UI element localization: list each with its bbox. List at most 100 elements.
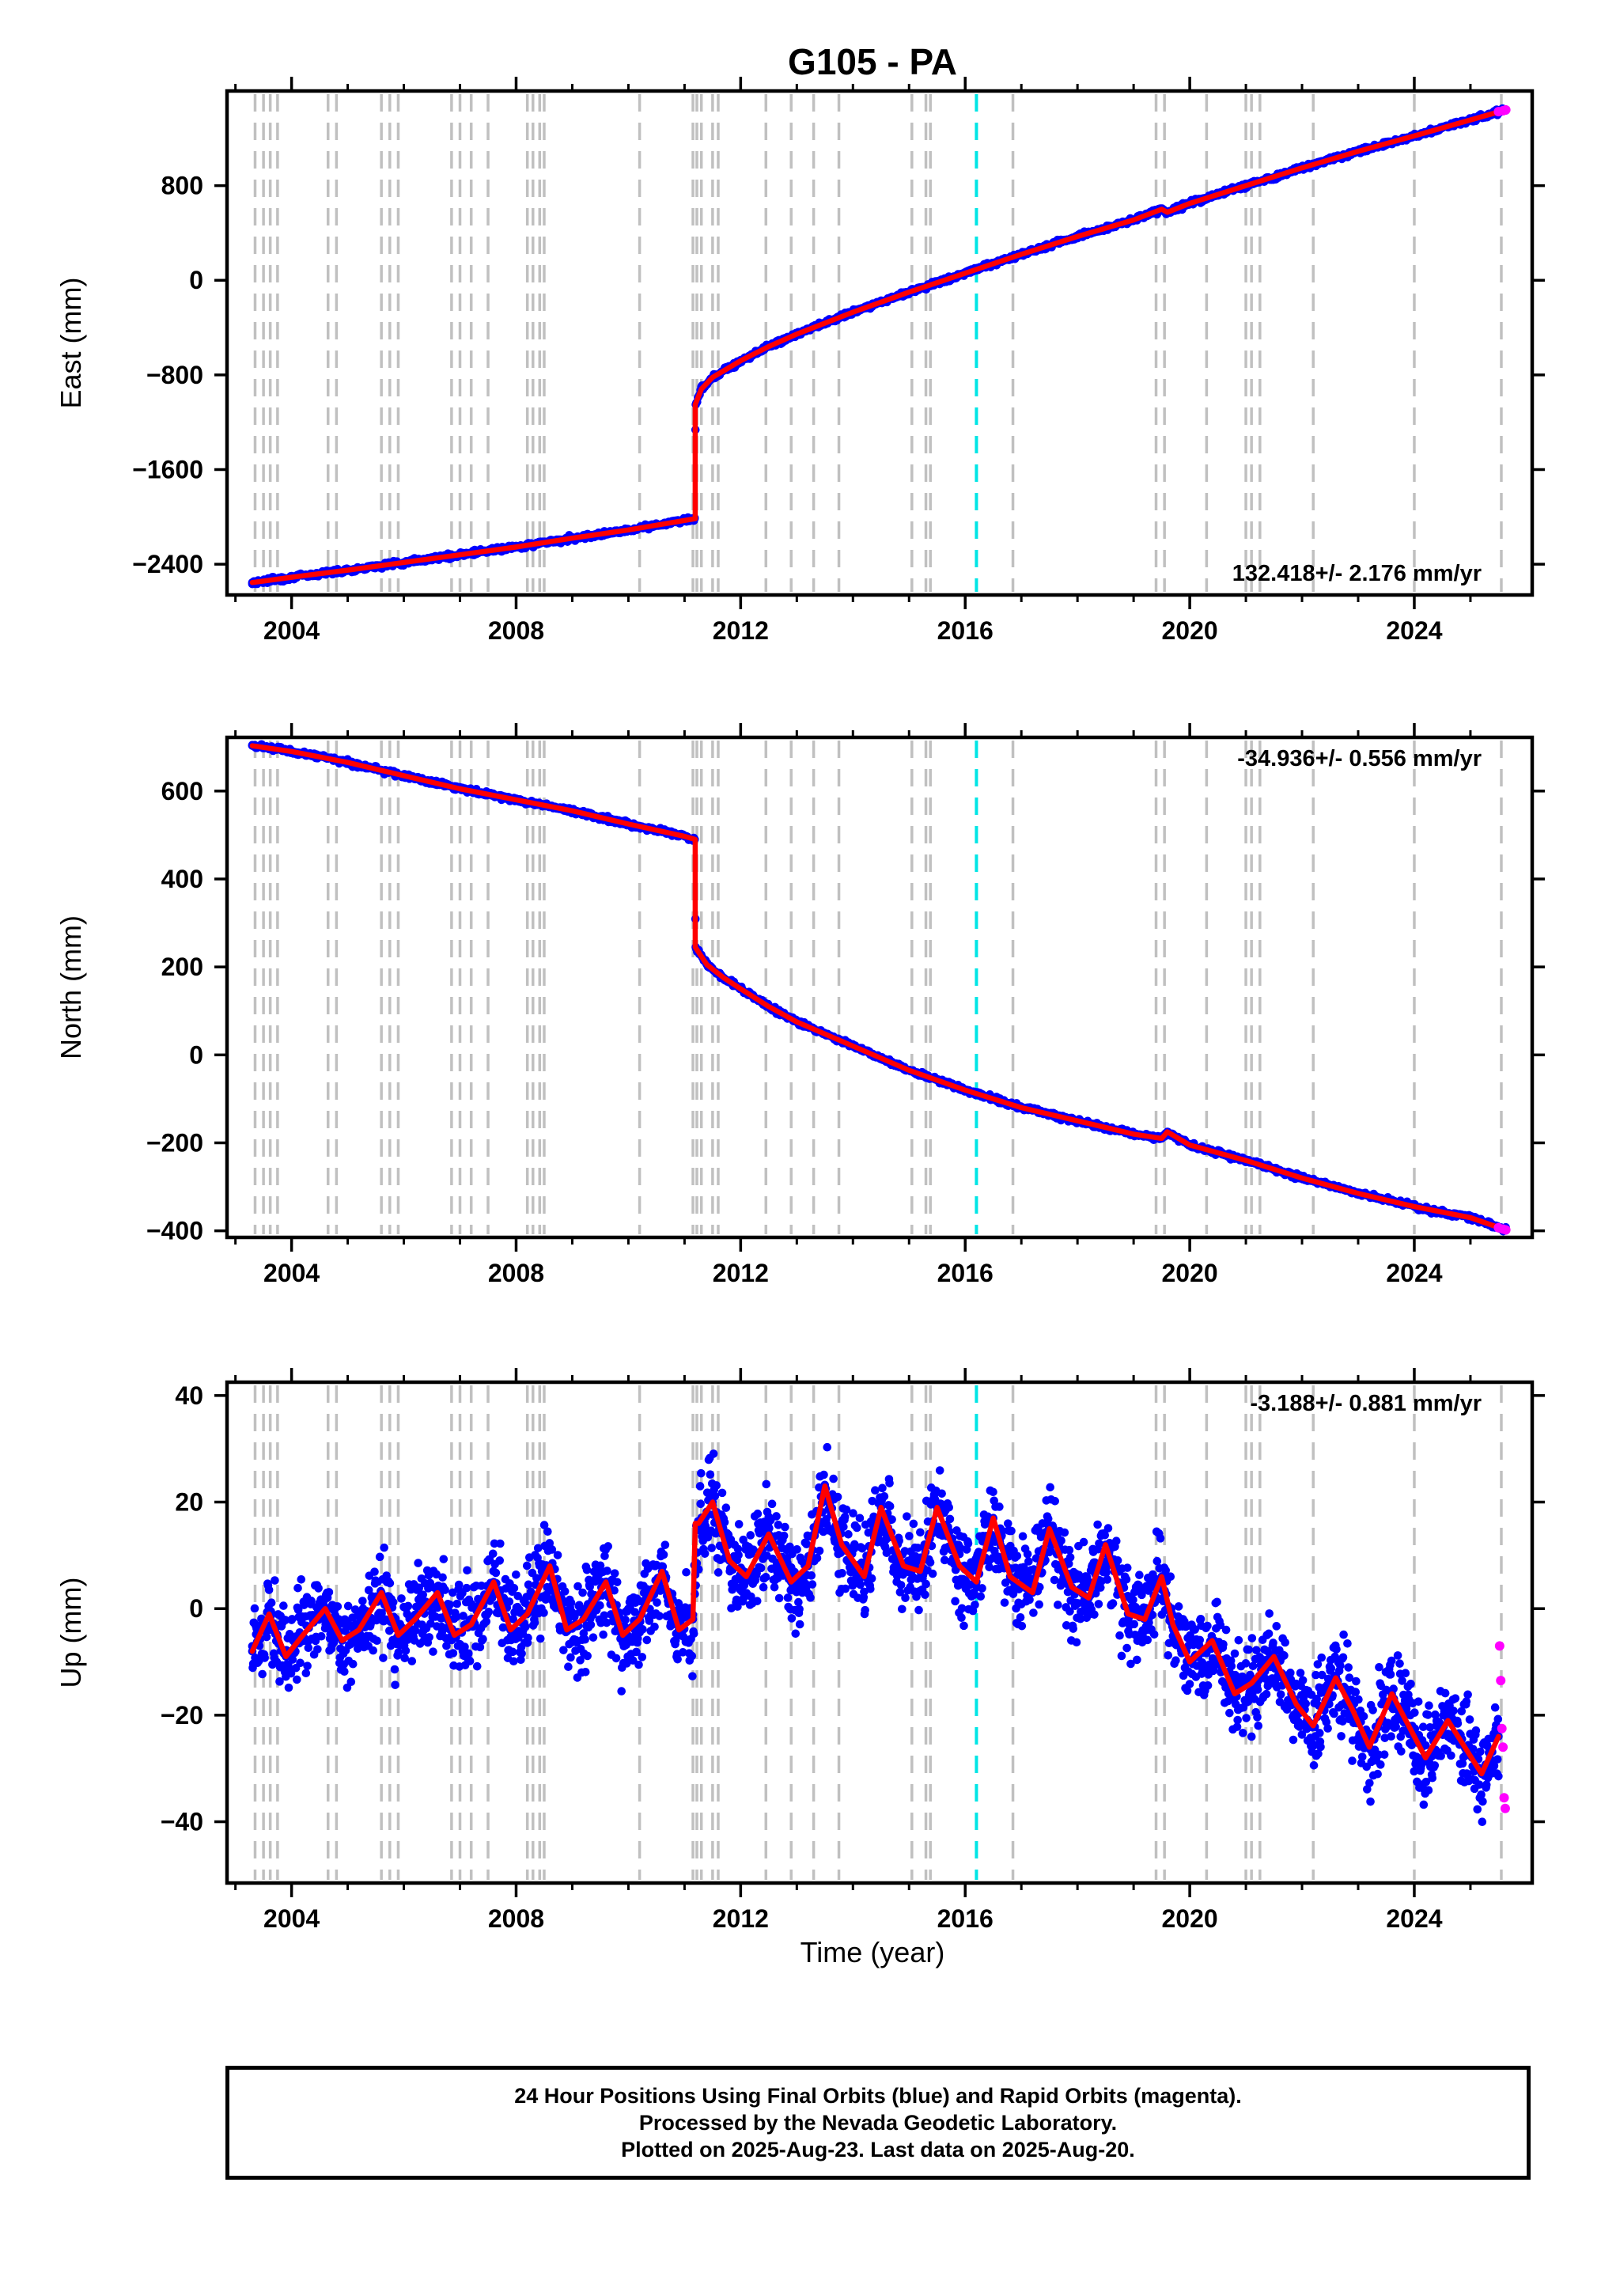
plot-frame — [225, 735, 1535, 1240]
final-orbit-point — [348, 1613, 357, 1622]
final-orbit-point — [838, 1569, 846, 1578]
final-orbit-point — [346, 1677, 356, 1687]
final-orbit-point — [878, 1483, 887, 1493]
final-orbit-point — [770, 1582, 779, 1592]
final-orbit-point — [513, 1591, 523, 1601]
final-orbit-point — [759, 1582, 768, 1592]
final-orbit-point — [916, 1528, 925, 1537]
x-tick-label: 2008 — [488, 616, 544, 645]
final-orbit-point — [787, 1614, 797, 1623]
final-orbit-point — [937, 1489, 946, 1498]
final-orbit-point — [673, 1654, 682, 1664]
final-orbit-point — [543, 1527, 552, 1536]
final-orbit-point — [596, 1561, 605, 1570]
final-orbit-point — [583, 1651, 592, 1661]
y-tick-label: −200 — [146, 1128, 203, 1157]
final-orbit-point — [861, 1605, 869, 1615]
final-orbit-point — [628, 1656, 638, 1665]
final-orbit-point — [508, 1647, 517, 1657]
final-orbit-point — [753, 1510, 763, 1518]
final-orbit-point — [971, 1601, 979, 1609]
final-orbit-point — [697, 1468, 706, 1478]
final-orbit-point — [1007, 1526, 1016, 1536]
final-orbit-point — [343, 1601, 353, 1611]
final-orbit-point — [566, 1653, 575, 1662]
final-orbit-point — [682, 1567, 691, 1577]
final-orbit-point — [385, 1578, 395, 1588]
y-tick-label: −2400 — [132, 550, 203, 578]
final-orbit-point — [573, 1582, 582, 1591]
final-orbit-point — [545, 1539, 554, 1548]
x-tick-label: 2016 — [937, 616, 994, 645]
final-orbit-point — [707, 1544, 716, 1552]
final-orbit-point — [761, 1572, 770, 1582]
final-orbit-point — [530, 1618, 539, 1627]
final-orbit-point — [258, 1669, 267, 1679]
final-orbit-point — [966, 1580, 975, 1589]
final-orbit-point — [301, 1669, 311, 1678]
final-orbit-point — [901, 1593, 910, 1602]
final-orbit-point — [1029, 1608, 1038, 1617]
final-orbit-point — [375, 1552, 384, 1562]
final-orbit-point — [418, 1590, 428, 1599]
final-orbit-point — [978, 1584, 986, 1593]
final-orbit-point — [533, 1544, 543, 1553]
final-orbit-cloud — [248, 740, 1510, 1236]
final-orbit-point — [630, 1608, 639, 1616]
final-orbit-point — [262, 1632, 271, 1642]
final-orbit-point — [720, 1517, 729, 1527]
final-orbit-point — [491, 1568, 501, 1578]
final-orbit-point — [721, 1503, 731, 1513]
final-orbit-point — [460, 1642, 469, 1651]
final-orbit-point — [559, 1646, 568, 1654]
final-orbit-point — [566, 1598, 576, 1608]
final-orbit-point — [600, 1611, 609, 1620]
final-orbit-point — [414, 1559, 422, 1567]
final-orbit-point — [659, 1550, 668, 1559]
final-orbit-point — [293, 1583, 302, 1593]
final-orbit-point — [475, 1642, 485, 1652]
final-orbit-point — [855, 1514, 865, 1523]
final-orbit-point — [783, 1593, 793, 1602]
final-orbit-point — [963, 1539, 973, 1548]
final-orbit-point — [524, 1633, 532, 1642]
final-orbit-point — [772, 1512, 781, 1521]
final-orbit-point — [509, 1584, 519, 1593]
final-orbit-point — [348, 1659, 358, 1669]
final-orbit-point — [957, 1613, 966, 1622]
rapid-orbit-point — [1501, 1225, 1511, 1235]
final-orbit-point — [459, 1612, 467, 1620]
final-orbit-point — [840, 1512, 850, 1521]
x-tick-label: 2012 — [713, 1259, 769, 1287]
final-orbit-point — [439, 1555, 449, 1563]
final-orbit-point — [713, 1568, 723, 1577]
final-orbit-point — [539, 1521, 549, 1529]
final-orbit-point — [463, 1566, 471, 1575]
final-orbit-point — [286, 1669, 296, 1678]
final-orbit-point — [815, 1546, 824, 1555]
final-orbit-point — [709, 1449, 718, 1458]
final-orbit-point — [505, 1597, 514, 1606]
rate-label: 132.418+/- 2.176 mm/yr — [1232, 561, 1482, 586]
final-orbit-point — [909, 1519, 918, 1529]
final-orbit-point — [509, 1615, 518, 1623]
final-orbit-point — [560, 1587, 570, 1596]
final-orbit-point — [432, 1570, 441, 1579]
final-orbit-point — [610, 1586, 619, 1595]
x-tick-label: 2024 — [1386, 616, 1442, 645]
final-orbit-point — [482, 1617, 491, 1626]
final-orbit-point — [495, 1556, 505, 1565]
final-orbit-point — [689, 1629, 698, 1639]
final-orbit-point — [517, 1649, 526, 1658]
x-tick-label: 2020 — [1162, 616, 1218, 645]
final-orbit-point — [303, 1661, 312, 1670]
x-tick-label: 2004 — [263, 1259, 320, 1287]
final-orbit-point — [976, 1592, 986, 1601]
final-orbit-point — [346, 1639, 355, 1649]
final-orbit-point — [888, 1515, 896, 1524]
final-orbit-point — [403, 1601, 413, 1611]
final-orbit-point — [857, 1544, 867, 1553]
final-orbit-point — [275, 1677, 284, 1686]
